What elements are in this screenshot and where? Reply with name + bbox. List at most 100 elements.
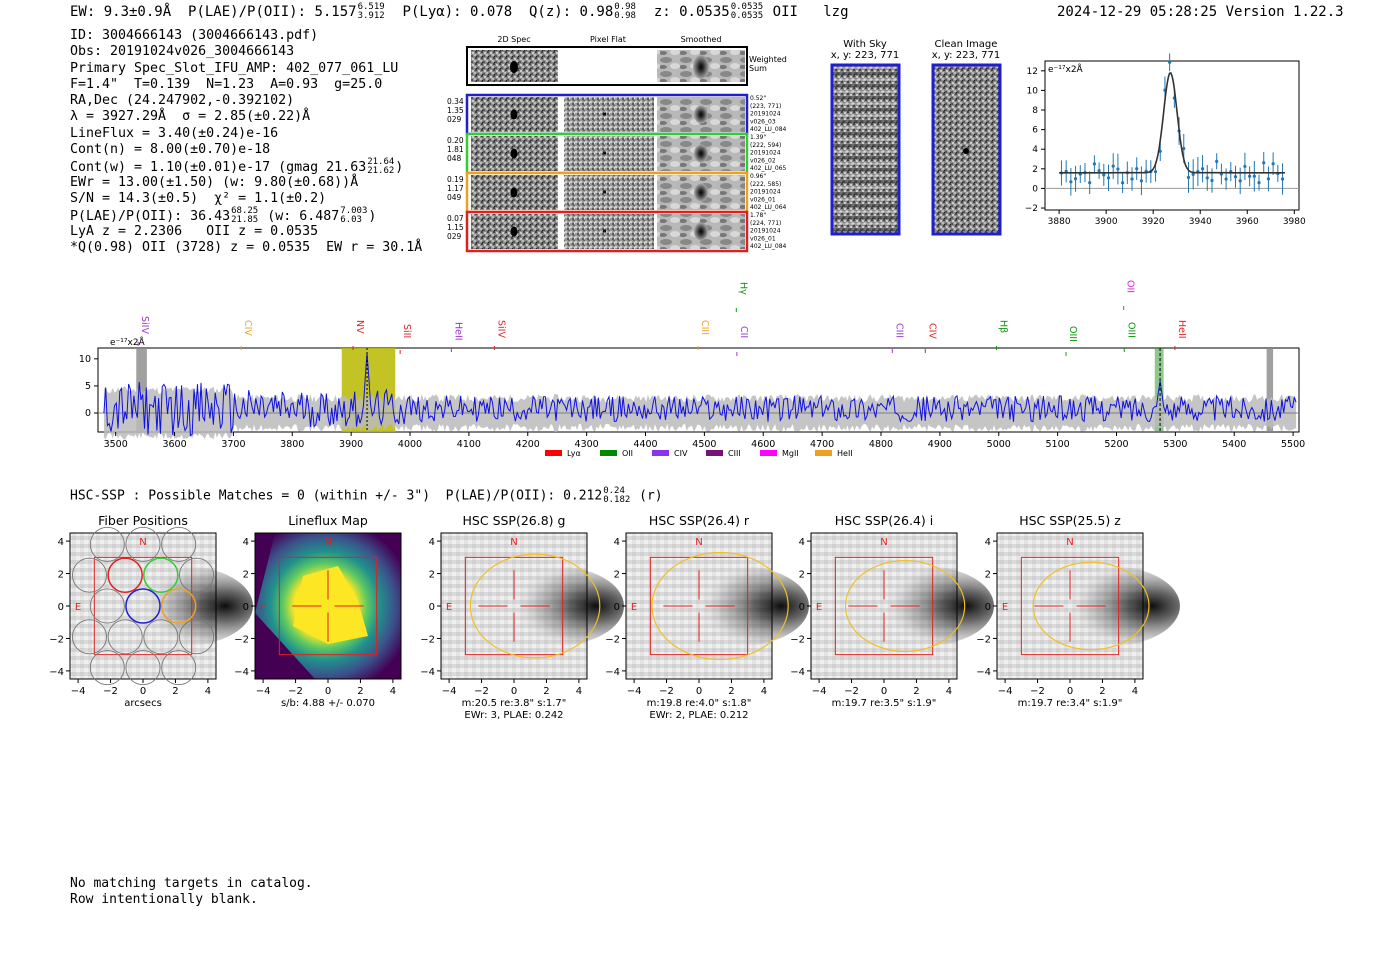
zoom-point-12	[1116, 167, 1120, 171]
info-fiber: F=1.4" T=0.139 N=1.23 A=0.93 g=25.0	[70, 76, 383, 92]
z-lo: 0.0535	[730, 11, 764, 21]
stamp-info-3-1: (224, 771)	[750, 220, 781, 227]
weighted-label: Weighted	[749, 55, 787, 64]
info-lya: LyA z = 2.2306 OII z = 0.0535	[70, 223, 319, 239]
panel-xtick-3-4: 4	[761, 686, 767, 697]
stamp-weight-0-0: 0.34	[447, 97, 464, 106]
stamp-pixelflat-spot-3	[603, 229, 606, 233]
fiber-circle-11	[89, 526, 125, 562]
zoom-point-31	[1205, 176, 1209, 180]
stamp-smoothed-source-2	[694, 183, 708, 202]
col-label-smoothed: Smoothed	[681, 35, 722, 44]
col-label-2dspec: 2D Spec	[497, 35, 530, 44]
stamp-smoothed-source-3	[694, 222, 708, 241]
panel-xtick-4-3: 2	[913, 686, 919, 697]
info-sn: S/N = 14.3(±0.5) χ² = 1.1(±0.2)	[70, 190, 327, 206]
zoom-point-35	[1224, 177, 1228, 181]
panel-ytick-3-2: 0	[614, 602, 620, 613]
info-plae: P(LAE)/P(OII): 36.4368.25 21.85 (w: 6.487…	[70, 206, 377, 226]
stamp-info-2-3: v026_01	[750, 196, 776, 203]
with-sky-xy: x, y: 223, 771	[831, 50, 900, 61]
panel-xtick-2-0: −4	[442, 686, 457, 697]
panel-galaxy-0	[113, 566, 253, 646]
info-contw: Cont(w) = 1.10(±0.01)e-17 (gmag 21.6321.…	[70, 157, 404, 177]
panel-xtick-5-0: −4	[998, 686, 1013, 697]
zoom-point-13	[1121, 181, 1125, 185]
zoom-point-44	[1266, 177, 1271, 181]
panel-xtick-5-2: 0	[1067, 686, 1073, 697]
zoom-point-32	[1210, 178, 1214, 183]
full-spectrum-chart: e⁻¹⁷x2Å 3500 3600 3700 3800 3900 4000 4100 4200…	[79, 280, 1305, 458]
legend-label-3: CIII	[728, 449, 741, 458]
info-contn: Cont(n) = 8.00(±0.70)e-18	[70, 142, 271, 158]
panel-xtick-2-3: 2	[543, 686, 549, 697]
contw-hi: 21.64	[367, 157, 395, 168]
panel-xtick-1-0: −4	[256, 686, 271, 697]
legend-label-4: MgII	[782, 449, 799, 458]
spectrum-line-label-5: SiIV	[495, 320, 506, 338]
panel-xtick-2-2: 0	[511, 686, 517, 697]
spectrum-xtick-17: 5200	[1104, 439, 1128, 450]
zoom-point-28	[1191, 172, 1195, 176]
spectrum-xtick-1: 3600	[162, 439, 186, 450]
hsc-text: HSC-SSP : Possible Matches = 0 (within +…	[70, 488, 603, 504]
panel-ytick-5-2: 0	[985, 602, 991, 613]
zoom-point-17	[1139, 179, 1144, 183]
panel-ytick-3-4: 4	[614, 537, 620, 548]
stamp-weight-3-2: 029	[447, 232, 462, 241]
stamp-info-1-3: v026_02	[750, 157, 776, 164]
spectrum-xtick-13: 4800	[869, 439, 893, 450]
spectrum-xtick-10: 4500	[692, 439, 716, 450]
contw-text: Cont(w) = 1.10(±0.01)e-17 (gmag 21.63	[70, 160, 367, 176]
zoom-point-11	[1111, 164, 1115, 168]
zoom-ytick-2: 2	[1032, 165, 1038, 175]
fiber-circle-13	[161, 526, 197, 562]
zoom-point-3	[1073, 177, 1078, 181]
plae2-w-lo: 6.03	[340, 215, 362, 226]
stamp-panel: 2D Spec Pixel Flat Smoothed Weighted Sum…	[447, 35, 787, 253]
zoom-ytick-1: 0	[1032, 184, 1038, 194]
catalog-footer: No matching targets in catalog. Row inte…	[70, 876, 313, 907]
stamp-weight-0-1: 1.35	[447, 106, 464, 115]
stamp-info-1-2: 20191024	[750, 150, 781, 157]
zoom-point-33	[1215, 159, 1219, 163]
panel-ytick-0-4: 4	[58, 537, 64, 548]
panel-xtick-4-1: −2	[844, 686, 859, 697]
zoom-axes-frame	[1044, 60, 1300, 211]
panel-xtick-5-4: 4	[1132, 686, 1138, 697]
panel-north-2: N	[510, 537, 517, 548]
spectrum-line-label-7: Hγ	[737, 282, 748, 295]
panel-ytick-2-0: −4	[420, 667, 435, 678]
qz-lo: 0.98	[614, 11, 636, 21]
panel-ytick-3-1: −2	[605, 634, 620, 645]
zoom-fit-curve	[1059, 72, 1285, 174]
panel-xtick-1-2: 0	[325, 686, 331, 697]
stamp-pixelflat-0	[564, 97, 654, 132]
panel-xtick-4-4: 4	[946, 686, 952, 697]
ew-value: EW: 9.3±0.9Å	[70, 4, 172, 20]
stamp-weight-3-1: 1.15	[447, 223, 464, 232]
panel-ytick-0-1: −2	[49, 634, 64, 645]
zoom-ytick-4: 6	[1032, 126, 1038, 136]
panel-title-5: HSC SSP(25.5) z	[1019, 513, 1121, 528]
panel-search-box-3	[649, 556, 749, 656]
panel-ellipse-2	[469, 553, 601, 659]
panel-north-5: N	[1066, 537, 1073, 548]
panel-xtick-4-0: −4	[812, 686, 827, 697]
legend-label-2: CIV	[674, 449, 688, 458]
panel-title-2: HSC SSP(26.8) g	[463, 513, 566, 528]
zoom-point-30	[1200, 167, 1205, 171]
panel-caption1-4: m:19.7 re:3.5" s:1.9"	[832, 698, 937, 709]
zoom-point-37	[1233, 175, 1238, 179]
stamp-smoothed-source-1	[694, 144, 708, 163]
stamp-info-2-2: 20191024	[750, 189, 781, 196]
plae-value: P(LAE)/P(OII): 5.157	[188, 4, 357, 20]
spectrum-line-label-12: OIII	[1067, 326, 1078, 342]
panel-ytick-2-4: 4	[429, 537, 435, 548]
stamp-pixelflat-spot-0	[603, 112, 606, 116]
fiber-circle-10	[179, 619, 215, 655]
panel-caption1-1: s/b: 4.88 +/- 0.070	[281, 698, 375, 709]
spectrum-ytick-1: 5	[85, 381, 91, 392]
spectrum-flux-line	[103, 353, 1297, 437]
